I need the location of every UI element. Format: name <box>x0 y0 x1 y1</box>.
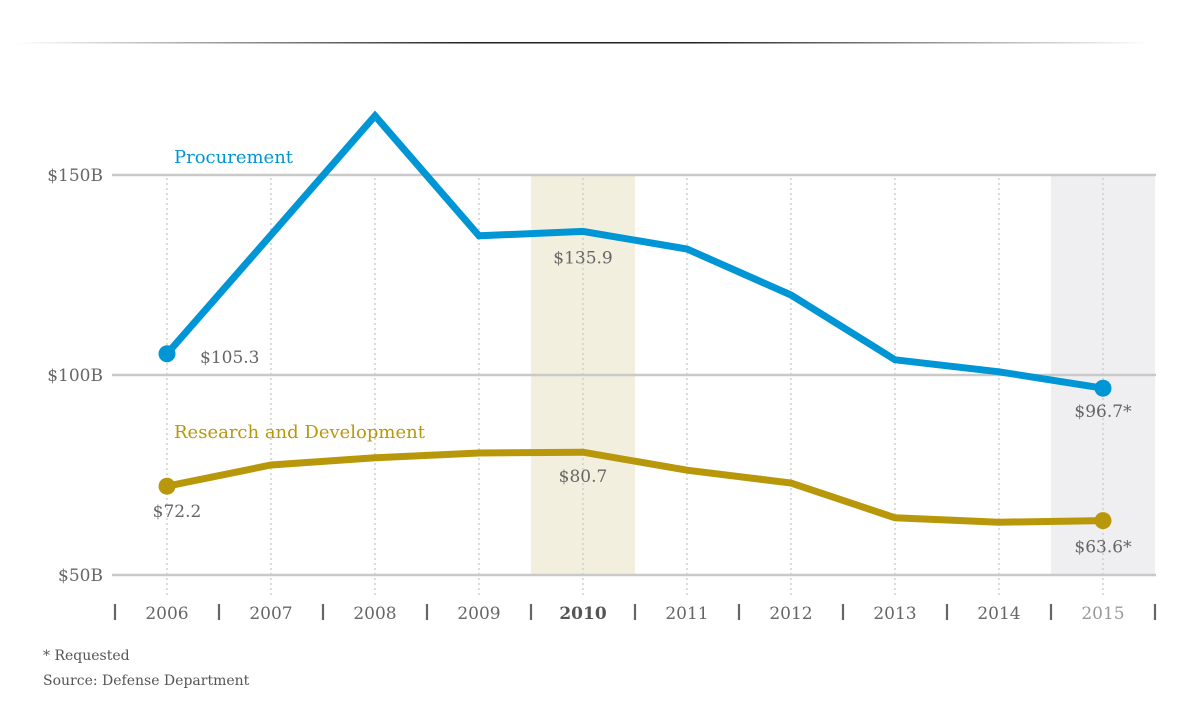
data-label: $63.6* <box>1074 538 1132 558</box>
procurement-series-label: Procurement <box>174 147 294 168</box>
y-tick-label: $100B <box>47 366 103 386</box>
source-note: Source: Defense Department <box>43 673 250 689</box>
procurement-line <box>164 110 1104 392</box>
x-tick-label: 2012 <box>769 604 812 624</box>
research-and-development-line <box>166 448 1104 526</box>
top-rule <box>15 42 1150 44</box>
x-tick-label: 2009 <box>457 604 500 624</box>
data-label: $80.7 <box>559 467 608 487</box>
x-tick-label: 2008 <box>353 604 396 624</box>
x-tick-label: 2006 <box>145 604 188 624</box>
y-tick-label: $50B <box>58 566 103 586</box>
x-tick-label: 2015 <box>1081 604 1124 624</box>
data-label: $135.9 <box>553 248 612 268</box>
x-tick-label: 2010 <box>559 604 606 624</box>
data-label: $105.3 <box>200 348 259 368</box>
procurement-endpoint <box>158 345 176 363</box>
x-tick-label: 2011 <box>665 604 708 624</box>
x-tick-label: 2013 <box>873 604 916 624</box>
footnote-requested: * Requested <box>43 648 130 664</box>
research-and-development-endpoint <box>1094 512 1112 530</box>
data-label: $96.7* <box>1074 402 1132 422</box>
procurement-endpoint <box>1094 379 1112 397</box>
data-label: $72.2 <box>153 502 202 522</box>
research-and-development-endpoint <box>158 477 176 495</box>
x-tick-label: 2014 <box>977 604 1020 624</box>
y-tick-label: $150B <box>47 166 103 186</box>
research-and-development-series-label: Research and Development <box>174 422 426 443</box>
x-tick-label: 2007 <box>249 604 292 624</box>
